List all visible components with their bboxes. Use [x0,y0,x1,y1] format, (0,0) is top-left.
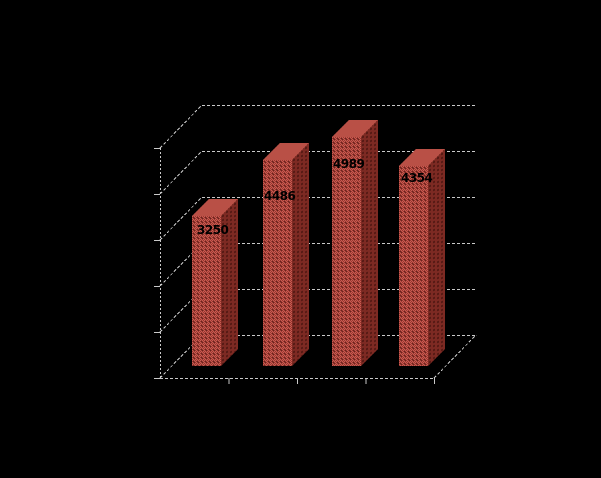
bar-value-label: 3250 [197,223,229,237]
bar-face-front [399,166,428,366]
bar-face-front [263,160,292,366]
bar-face-side [292,143,309,366]
bar-value-label: 4989 [333,157,365,171]
bar-face-front [192,216,221,366]
bar-face-front [332,137,361,366]
bar-value-label: 4354 [401,171,433,185]
bar-value-label: 4486 [264,189,296,203]
